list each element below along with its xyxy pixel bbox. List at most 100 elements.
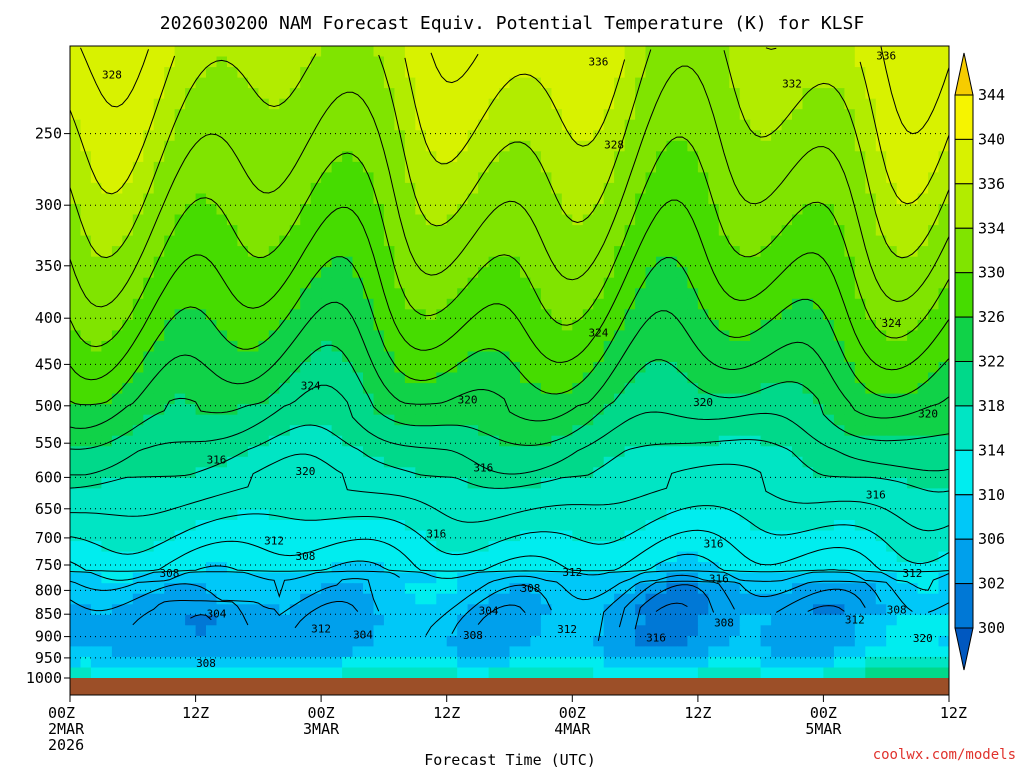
field-cell — [771, 319, 783, 331]
field-cell — [279, 214, 291, 226]
field-cell — [708, 446, 720, 458]
field-cell — [195, 204, 207, 216]
field-cell — [247, 456, 259, 468]
field-cell — [865, 340, 877, 352]
field-cell — [697, 520, 709, 532]
field-cell — [530, 56, 542, 68]
field-cell — [237, 46, 249, 58]
field-cell — [854, 267, 866, 279]
field-cell — [478, 614, 490, 626]
field-cell — [467, 562, 479, 574]
field-cell — [656, 193, 668, 205]
field-cell — [540, 656, 552, 668]
field-cell — [593, 319, 605, 331]
field-cell — [896, 277, 908, 289]
field-cell — [206, 319, 218, 331]
field-cell — [132, 498, 144, 510]
field-cell — [593, 414, 605, 426]
field-cell — [394, 498, 406, 510]
field-cell — [478, 256, 490, 268]
field-cell — [342, 583, 354, 595]
field-cell — [331, 541, 343, 553]
field-cell — [593, 562, 605, 574]
field-cell — [614, 646, 626, 658]
field-cell — [509, 182, 521, 194]
field-cell — [635, 204, 647, 216]
field-cell — [624, 330, 636, 342]
field-cell — [80, 656, 92, 668]
field-cell — [792, 235, 804, 247]
field-cell — [823, 393, 835, 405]
field-cell — [561, 446, 573, 458]
field-cell — [216, 267, 228, 279]
field-cell — [111, 235, 123, 247]
field-cell — [792, 393, 804, 405]
field-cell — [750, 119, 762, 131]
field-cell — [101, 562, 113, 574]
field-cell — [708, 625, 720, 637]
field-cell — [540, 88, 552, 100]
field-cell — [760, 309, 772, 321]
field-cell — [373, 656, 385, 668]
field-cell — [352, 635, 364, 647]
field-cell — [917, 498, 929, 510]
field-cell — [886, 446, 898, 458]
field-cell — [289, 635, 301, 647]
field-cell — [520, 414, 532, 426]
field-cell — [122, 140, 134, 152]
field-cell — [802, 309, 814, 321]
field-cell — [614, 161, 626, 173]
field-cell — [383, 77, 395, 89]
field-cell — [635, 362, 647, 374]
field-cell — [771, 425, 783, 437]
field-cell — [656, 604, 668, 616]
field-cell — [823, 425, 835, 437]
field-cell — [854, 562, 866, 574]
field-cell — [938, 562, 949, 574]
field-cell — [928, 46, 940, 58]
field-cell — [279, 425, 291, 437]
field-cell — [708, 635, 720, 647]
field-cell — [854, 646, 866, 658]
field-cell — [624, 309, 636, 321]
field-cell — [436, 635, 448, 647]
field-cell — [844, 393, 856, 405]
field-cell — [771, 214, 783, 226]
field-cell — [603, 656, 615, 668]
field-cell — [928, 456, 940, 468]
field-cell — [917, 572, 929, 584]
field-cell — [216, 635, 228, 647]
field-cell — [363, 256, 375, 268]
field-cell — [656, 477, 668, 489]
field-cell — [247, 404, 259, 416]
field-cell — [875, 182, 887, 194]
field-cell — [572, 593, 584, 605]
field-cell — [676, 551, 688, 563]
field-cell — [300, 383, 312, 395]
field-cell — [802, 604, 814, 616]
field-cell — [886, 604, 898, 616]
field-cell — [509, 562, 521, 574]
field-cell — [206, 583, 218, 595]
field-cell — [572, 467, 584, 479]
field-cell — [865, 193, 877, 205]
field-cell — [635, 67, 647, 79]
field-cell — [174, 98, 186, 110]
field-cell — [645, 319, 657, 331]
field-cell — [530, 277, 542, 289]
field-cell — [446, 235, 458, 247]
field-cell — [917, 172, 929, 184]
field-cell — [854, 393, 866, 405]
field-cell — [488, 235, 500, 247]
field-cell — [352, 319, 364, 331]
field-cell — [907, 414, 919, 426]
field-cell — [593, 161, 605, 173]
field-cell — [739, 56, 751, 68]
field-cell — [415, 109, 427, 121]
field-cell — [750, 140, 762, 152]
field-cell — [561, 235, 573, 247]
field-cell — [624, 393, 636, 405]
field-cell — [174, 130, 186, 142]
field-cell — [844, 372, 856, 384]
field-cell — [101, 541, 113, 553]
